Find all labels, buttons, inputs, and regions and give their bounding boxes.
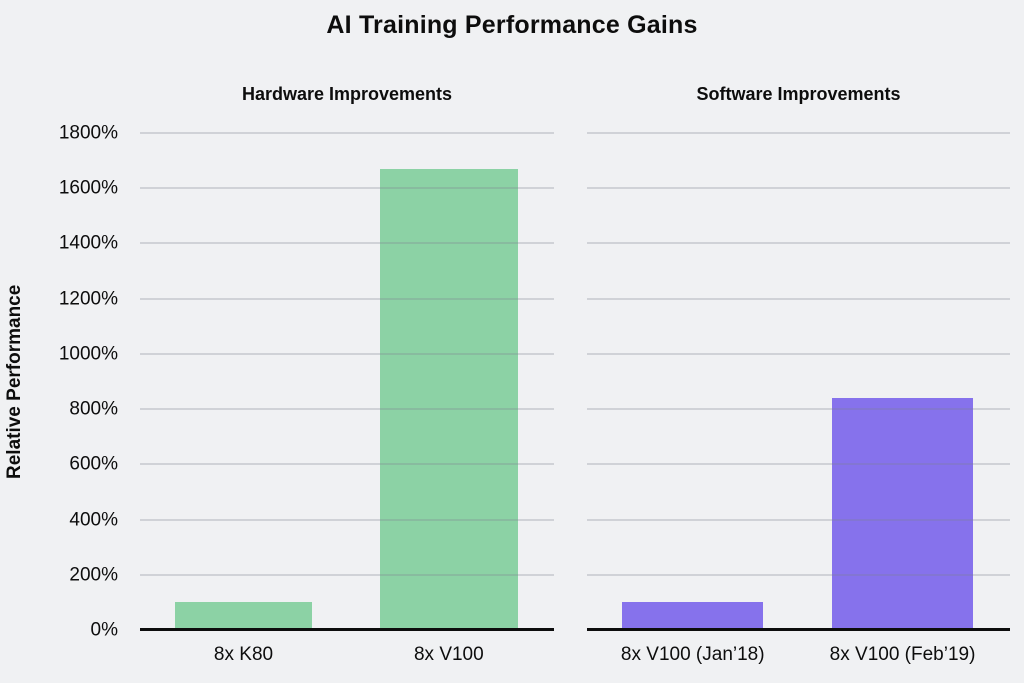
x-tick-label: 8x V100 (Feb’19) <box>829 644 976 665</box>
bar <box>379 168 518 630</box>
gridline <box>587 187 1010 190</box>
chart-title: AI Training Performance Gains <box>326 11 698 39</box>
gridline <box>140 408 554 411</box>
gridline <box>587 518 1010 521</box>
gridline <box>140 187 554 190</box>
gridline <box>587 463 1010 466</box>
hardware-panel-subtitle: Hardware Improvements <box>241 84 453 104</box>
gridline <box>140 242 554 245</box>
y-axis-ticks: 0% 200% 400% 600% 800% 1000% 1200% 1400% 1600% 18… <box>0 124 118 640</box>
gridline <box>587 352 1010 355</box>
gridline <box>140 132 554 134</box>
gridline <box>140 573 554 576</box>
gridline <box>587 242 1010 245</box>
y-tick-label: 1800% <box>58 122 118 144</box>
gridline <box>587 297 1010 300</box>
gridline <box>140 352 554 355</box>
x-tick-label: 8x V100 (Jan’18) <box>620 644 765 665</box>
x-axis-line <box>140 628 554 631</box>
x-tick-label: 8x K80 <box>213 644 274 665</box>
y-tick-label: 1600% <box>58 177 118 199</box>
x-axis-labels: 8x K80 8x V100 <box>140 630 554 670</box>
y-tick-label: 1200% <box>58 288 118 310</box>
bar <box>622 602 764 630</box>
y-tick-label: 600% <box>69 453 118 475</box>
software-panel: 8x V100 (Jan’18) 8x V100 (Feb’19) <box>587 132 1010 673</box>
plot-area <box>587 132 1010 631</box>
bar <box>832 398 973 630</box>
y-tick-label: 1000% <box>58 343 118 365</box>
plot-area <box>140 132 554 631</box>
x-tick-label: 8x V100 <box>413 644 484 665</box>
gridline <box>140 518 554 521</box>
gridline <box>587 573 1010 576</box>
y-tick-label: 400% <box>69 509 118 531</box>
gridline <box>587 132 1010 134</box>
y-tick-label: 200% <box>69 564 118 586</box>
y-tick-label: 0% <box>90 619 118 641</box>
gridline <box>587 408 1010 411</box>
bar <box>174 602 313 630</box>
y-tick-label: 1400% <box>58 232 118 254</box>
y-tick-label: 800% <box>69 398 118 420</box>
x-axis-line <box>587 628 1010 631</box>
gridline <box>140 297 554 300</box>
hardware-panel: 8x K80 8x V100 <box>140 132 554 673</box>
x-axis-labels: 8x V100 (Jan’18) 8x V100 (Feb’19) <box>587 630 1010 670</box>
software-panel-subtitle: Software Improvements <box>696 84 901 104</box>
gridline <box>140 463 554 466</box>
